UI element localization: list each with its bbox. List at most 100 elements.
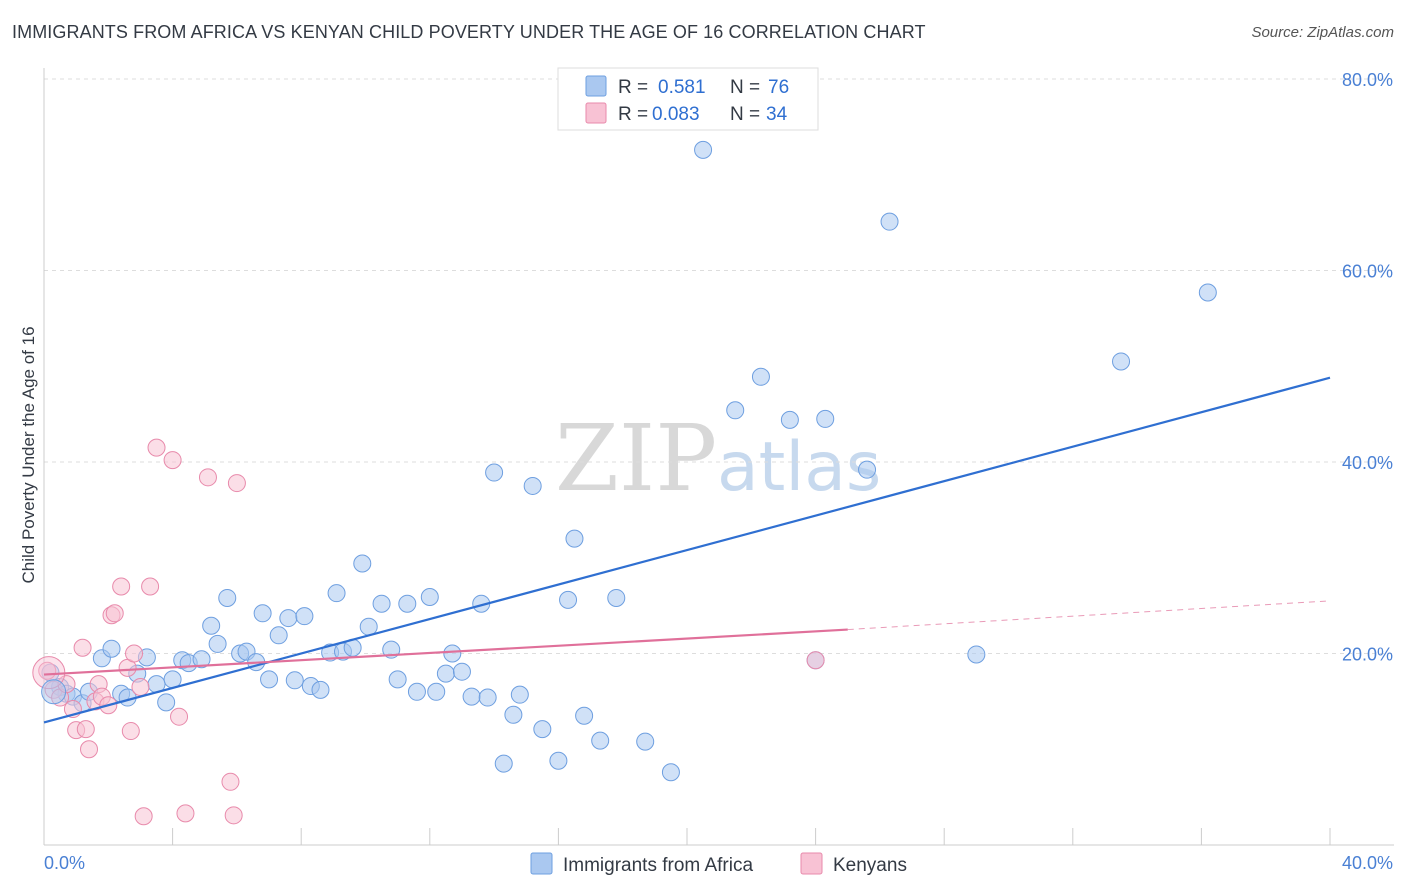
africa-trend-line [43, 376, 1331, 724]
africa-point-28 [285, 671, 304, 690]
kenyans-point-30 [806, 651, 825, 670]
kenyans-point-26 [198, 468, 217, 487]
y-tick-label-20: 20.0% [1342, 645, 1393, 665]
bottom-legend: Immigrants from Africa Kenyans [530, 852, 907, 876]
axes [43, 68, 1394, 846]
gridlines [44, 78, 1394, 654]
kenyans-point-29 [227, 474, 246, 493]
africa-point-19 [208, 634, 227, 653]
kenyans-trend-line [43, 628, 848, 676]
africa-point-48 [462, 687, 481, 706]
africa-point-20 [218, 588, 237, 607]
africa-point-59 [565, 529, 584, 548]
bottom-legend-swatch-kenyans [800, 852, 823, 875]
africa-point-13 [157, 693, 176, 712]
legend-n-label-kenyans: N = [730, 104, 760, 125]
x-tick-label-max: 40.0% [1342, 853, 1393, 873]
kenyans-point-28 [224, 806, 243, 825]
africa-point-27 [279, 609, 298, 628]
africa-point-54 [510, 685, 529, 704]
legend-r-label-africa: R = [618, 77, 648, 98]
legend-n-value-kenyans: 34 [766, 104, 788, 125]
kenyans-point-18 [125, 644, 144, 663]
kenyans-point-24 [170, 707, 189, 726]
africa-point-56 [533, 720, 552, 739]
africa-point-50 [478, 688, 497, 707]
tick-labels: 20.0% 40.0% 60.0% 80.0% 0.0% 40.0% [44, 70, 1393, 873]
africa-point-42 [407, 682, 426, 701]
kenyans-point-8 [80, 740, 99, 759]
africa-point-72 [880, 212, 899, 231]
africa-point-67 [751, 367, 770, 386]
y-tick-label-60: 60.0% [1342, 262, 1393, 282]
kenyans-point-14 [105, 604, 124, 623]
africa-point-57 [549, 751, 568, 770]
africa-point-36 [353, 554, 372, 573]
legend-n-label-africa: N = [730, 77, 760, 98]
africa-point-51 [485, 463, 504, 482]
legend-swatch-kenyans [585, 102, 607, 124]
kenyans-point-7 [76, 720, 95, 739]
africa-point-52 [494, 754, 513, 773]
africa-point-37 [359, 617, 378, 636]
kenyans-point-23 [163, 451, 182, 470]
watermark-atlas: atlas [717, 428, 881, 507]
africa-point-71 [858, 460, 877, 479]
africa-point-45 [436, 664, 455, 683]
africa-point-40 [388, 670, 407, 689]
kenyans-point-25 [176, 804, 195, 823]
legend-r-value-kenyans: 0.083 [652, 104, 700, 125]
watermark-zip: ZIP [555, 405, 717, 512]
africa-point-33 [327, 584, 346, 603]
kenyans-point-15 [112, 577, 131, 596]
africa-point-38 [372, 594, 391, 613]
africa-point-25 [260, 670, 279, 689]
africa-point-73 [967, 645, 986, 664]
africa-point-74 [1112, 352, 1131, 371]
kenyans-point-21 [141, 577, 160, 596]
africa-point-7 [102, 639, 121, 658]
y-tick-label-40: 40.0% [1342, 453, 1393, 473]
legend-r-value-africa: 0.581 [658, 77, 706, 98]
y-tick-label-80: 80.0% [1342, 70, 1393, 90]
africa-point-43 [420, 588, 439, 607]
bottom-legend-label-africa: Immigrants from Africa [563, 855, 753, 876]
africa-point-58 [559, 590, 578, 609]
africa-point-62 [607, 588, 626, 607]
kenyans-trend-line-extension [847, 600, 1331, 631]
africa-point-53 [504, 705, 523, 724]
legend-r-label-kenyans: R = [618, 104, 648, 125]
africa-point-18 [202, 616, 221, 635]
kenyans-point-27 [221, 772, 240, 791]
africa-point-68 [780, 410, 799, 429]
data-points [32, 140, 1217, 826]
bottom-legend-label-kenyans: Kenyans [833, 855, 907, 876]
africa-point-29 [295, 607, 314, 626]
africa-point-55 [523, 476, 542, 495]
africa-point-24 [253, 604, 272, 623]
kenyans-point-19 [131, 678, 150, 697]
africa-cluster-bubble [41, 679, 67, 705]
africa-point-75 [1198, 283, 1217, 302]
kenyans-point-17 [121, 722, 140, 741]
legend-swatch-africa [585, 75, 607, 97]
africa-point-65 [694, 140, 713, 159]
africa-point-66 [726, 401, 745, 420]
legend-n-value-africa: 76 [768, 77, 789, 98]
africa-point-64 [661, 763, 680, 782]
africa-point-26 [269, 626, 288, 645]
kenyans-point-22 [147, 438, 166, 457]
x-tick-label-min: 0.0% [44, 853, 85, 873]
africa-point-47 [452, 662, 471, 681]
africa-point-46 [443, 644, 462, 663]
kenyans-point-20 [134, 807, 153, 826]
africa-point-61 [591, 731, 610, 750]
legend-box: R = 0.581 N = 76 R = 0.083 N = 34 [557, 67, 819, 131]
bottom-legend-swatch-africa [530, 852, 553, 875]
africa-point-31 [311, 680, 330, 699]
africa-point-60 [575, 706, 594, 725]
trend-lines [43, 376, 1331, 724]
africa-point-17 [192, 650, 211, 669]
africa-point-41 [398, 594, 417, 613]
